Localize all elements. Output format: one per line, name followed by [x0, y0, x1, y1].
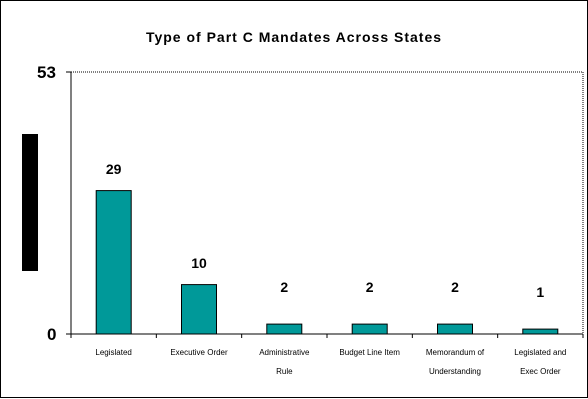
bar-value-label-2: 2: [280, 279, 289, 296]
y-tick-max: 53: [37, 63, 56, 82]
bar-value-label-5: 1: [536, 284, 545, 301]
x-tick-label-0: Legislated: [71, 343, 157, 362]
x-tick-line: Memorandum of: [425, 348, 485, 357]
x-tick-line: Legislated and: [514, 348, 567, 357]
bar-4: [437, 323, 473, 335]
x-tick-label-2: Administrative Rule: [241, 343, 327, 381]
x-tick-line: Administrative: [259, 348, 310, 357]
x-tick-line: Executive Order: [170, 348, 228, 357]
x-tick-line: Understanding: [428, 367, 482, 376]
bar-value-label-4: 2: [451, 279, 459, 296]
bar-value-label-3: 2: [365, 279, 374, 296]
bar-0: [95, 190, 132, 335]
x-tick-label-4: Memorandum of Understanding: [412, 343, 498, 381]
x-tick-line: Exec Order: [520, 367, 561, 376]
bar-value-label-0: 29: [105, 160, 122, 177]
decorative-black-bar: [22, 134, 38, 271]
x-tick-label-5: Legislated and Exec Order: [497, 343, 583, 381]
bar-3: [351, 323, 388, 335]
x-tick-line: Rule: [276, 367, 293, 376]
x-tick-line: Budget Line Item: [339, 348, 400, 357]
bar-1: [181, 284, 217, 335]
x-tick-label-1: Executive Order: [156, 343, 242, 362]
x-tick-label-3: Budget Line Item: [327, 343, 413, 362]
bar-5: [522, 328, 559, 335]
bar-value-label-1: 10: [191, 254, 207, 271]
x-tick-line: Legislated: [95, 348, 132, 357]
chart-title: Type of Part C Mandates Across States: [145, 29, 443, 45]
bar-2: [266, 323, 303, 335]
y-tick-min: 0: [47, 325, 57, 344]
